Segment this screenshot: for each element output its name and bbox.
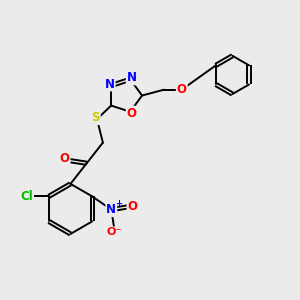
Text: O: O — [177, 83, 187, 96]
Text: O: O — [128, 200, 137, 213]
Text: O: O — [60, 152, 70, 165]
Text: N: N — [127, 71, 137, 84]
Text: N: N — [106, 203, 116, 216]
Text: N: N — [105, 77, 115, 91]
Text: O: O — [127, 107, 137, 120]
Text: +: + — [115, 199, 122, 208]
Text: S: S — [91, 111, 100, 124]
Text: O⁻: O⁻ — [106, 227, 122, 237]
Text: Cl: Cl — [20, 190, 33, 203]
